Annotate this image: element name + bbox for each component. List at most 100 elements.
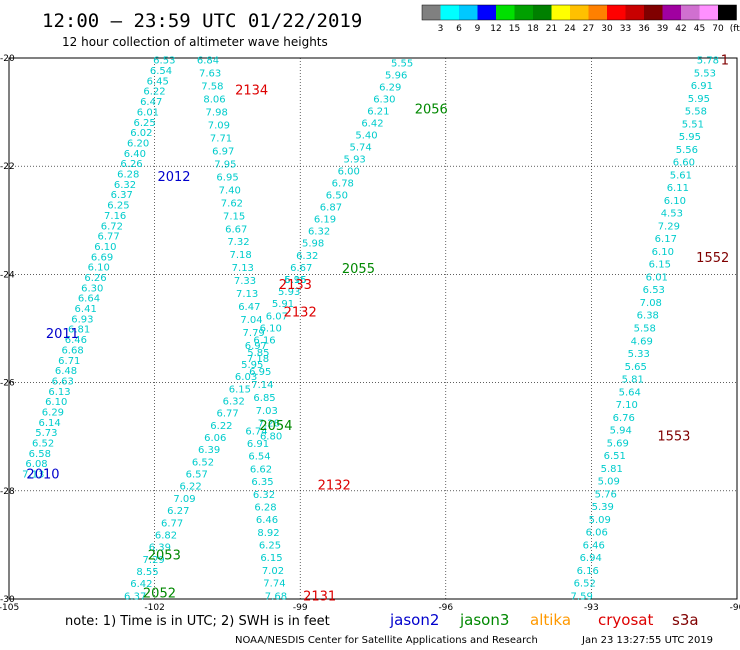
wave-height-value: 7.95 <box>214 159 236 170</box>
wave-height-value: 6.10 <box>652 247 674 258</box>
wave-height-value: 7.59 <box>571 591 593 602</box>
wave-height-value: 6.81 <box>68 325 90 336</box>
wave-height-value: 6.93 <box>71 314 93 325</box>
wave-height-value: 6.68 <box>61 345 83 356</box>
wave-height-value: 6.30 <box>373 94 395 105</box>
wave-height-value: 6.95 <box>249 367 271 378</box>
pass-number: 2131 <box>303 589 336 604</box>
wave-height-value: 6.85 <box>253 393 275 404</box>
wave-height-value: 6.46 <box>256 515 278 526</box>
scale-frame <box>421 4 737 21</box>
wave-height-value: 7.13 <box>22 470 44 481</box>
wave-height-value: 7.79 <box>243 328 265 339</box>
wave-height-value: 5.73 <box>35 428 57 439</box>
scale-swatch <box>588 5 607 20</box>
wave-height-value: 6.30 <box>81 283 103 294</box>
wave-height-value: 6.08 <box>25 459 47 470</box>
wave-height-value: 7.18 <box>247 354 269 365</box>
satellite-track: 7.596.526.166.946.466.065.095.395.765.09… <box>571 56 719 603</box>
scale-swatch <box>514 5 533 20</box>
y-tick-label: -24 <box>0 270 15 280</box>
wave-height-value: 7.33 <box>234 276 256 287</box>
wave-height-value: 6.22 <box>179 482 201 493</box>
wave-height-value: 6.10 <box>45 397 67 408</box>
wave-height-value: 5.76 <box>595 489 617 500</box>
wave-height-value: 6.54 <box>150 66 172 77</box>
wave-height-value: 6.35 <box>251 477 273 488</box>
y-tick-label: -28 <box>0 487 15 497</box>
scale-swatch <box>459 5 478 20</box>
wave-height-value: 6.28 <box>254 502 276 513</box>
wave-height-value: 6.91 <box>691 81 713 92</box>
axis-ticks: -105 -102 -99 -96 -93 -90 -20 -22 -24 -26 -28 -30 <box>0 54 740 613</box>
pass-number: 1 <box>721 54 729 69</box>
wave-height-value: 7.16 <box>104 211 126 222</box>
wave-height-value: 7.09 <box>208 121 230 132</box>
wave-height-value: 6.26 <box>120 159 142 170</box>
wave-height-value: 6.15 <box>260 553 282 564</box>
x-tick-label: -90 <box>730 603 740 613</box>
wave-height-value: 7.63 <box>199 69 221 80</box>
y-tick-label: -20 <box>0 54 15 64</box>
satellite-track: 7.136.086.586.525.736.146.296.106.136.63… <box>22 56 175 481</box>
wave-height-value: 4.53 <box>661 209 683 220</box>
wave-height-value: 5.96 <box>284 275 306 286</box>
page-subtitle: 12 hour collection of altimeter wave hei… <box>62 35 328 49</box>
wave-height-value: 6.46 <box>583 540 605 551</box>
satellite-track: 6.84 7.63 7.58 8.06 7.98 7.097.71 6.97 7.95 6.95… <box>197 56 282 443</box>
wave-height-value: 6.77 <box>97 232 119 243</box>
legend-cryosat: cryosat <box>598 611 653 629</box>
wave-height-value: 6.54 <box>248 452 270 463</box>
wave-height-value: 6.13 <box>48 387 70 398</box>
wave-height-value: 6.64 <box>78 294 100 305</box>
wave-height-value: 7.32 <box>227 237 249 248</box>
wave-height-value: 6.42 <box>130 579 152 590</box>
wave-height-value: 6.63 <box>52 376 74 387</box>
scale-label: 21 <box>546 24 557 34</box>
satellite-track: 6.74 6.91 6.546.62 6.35 6.326.28 6.46 8.92 6.25… <box>245 426 287 602</box>
wave-height-value: 7.02 <box>262 566 284 577</box>
timestamp: Jan 23 13:27:55 UTC 2019 <box>581 635 713 646</box>
scale-label: 18 <box>527 24 539 34</box>
wave-height-value: 7.04 <box>240 315 262 326</box>
wave-height-value: 6.69 <box>91 252 113 263</box>
wave-height-value: 6.02 <box>130 128 152 139</box>
wave-height-value: 5.94 <box>610 426 632 437</box>
x-tick-label: -105 <box>0 603 19 613</box>
wave-height-value: 6.74 <box>245 426 267 437</box>
satellite-track: 6.156.676.325.986.326.196.876.506.786.00… <box>284 58 413 285</box>
wave-height-value: 7.03 <box>256 406 278 417</box>
wave-height-value: 5.09 <box>589 515 611 526</box>
wave-height-value: 6.58 <box>29 449 51 460</box>
wave-height-value: 6.50 <box>326 191 348 202</box>
wave-height-value: 6.07 <box>266 311 288 322</box>
map-plot-area: -105 -102 -99 -96 -93 -90 -20 -22 -24 -26 -28 -30 7… <box>0 54 740 613</box>
scale-label: 9 <box>475 24 481 34</box>
wave-height-value: 7.18 <box>229 250 251 261</box>
wave-height-value: 5.93 <box>278 287 300 298</box>
wave-height-value: 5.58 <box>634 324 656 335</box>
graticule <box>9 58 737 599</box>
wave-height-value: 6.57 <box>186 470 208 481</box>
satellite-tracks: 7.136.086.586.525.736.146.296.106.136.63… <box>22 56 719 603</box>
wave-height-value: 5.58 <box>685 107 707 118</box>
wave-height-value: 7.09 <box>173 494 195 505</box>
wave-height-value: 6.82 <box>155 530 177 541</box>
credit-line: NOAA/NESDIS Center for Satellite Applica… <box>235 635 538 646</box>
wave-height-value: 6.91 <box>247 439 269 450</box>
scale-swatch <box>607 5 626 20</box>
wave-height-value: 7.58 <box>201 82 223 93</box>
scale-label: 39 <box>657 24 669 34</box>
scale-label: 30 <box>601 24 613 34</box>
wave-height-value: 6.06 <box>204 433 226 444</box>
wave-height-value: 6.80 <box>260 432 282 443</box>
wave-height-value: 7.40 <box>219 185 241 196</box>
scale-swatch <box>681 5 700 20</box>
wave-height-value: 7.29 <box>658 221 680 232</box>
pass-number: 2012 <box>157 170 190 185</box>
wave-height-value: 7.74 <box>263 579 285 590</box>
pass-number: 2134 <box>235 83 268 98</box>
satellite-legend: jason2 jason3 altika cryosat s3a <box>389 611 699 629</box>
wave-height-value: 6.95 <box>216 172 238 183</box>
